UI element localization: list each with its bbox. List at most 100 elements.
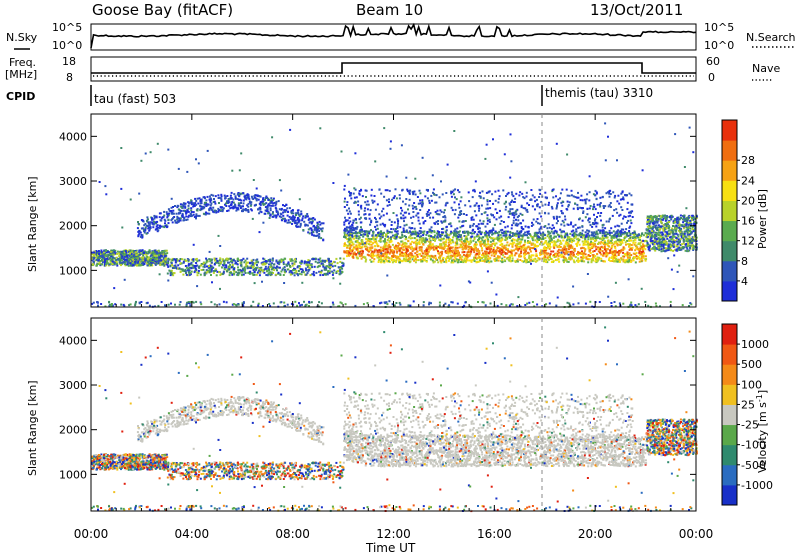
echo-cell (563, 261, 565, 264)
echo-cell (293, 271, 296, 274)
echo-cell (532, 236, 535, 239)
echo-cell (258, 212, 261, 215)
echo-cell (573, 239, 576, 242)
echo-cell (487, 252, 490, 255)
echo-cell (621, 248, 624, 251)
echo-cell (151, 264, 154, 267)
echo-cell (421, 237, 424, 240)
echo-cell (534, 243, 536, 246)
echo-cell (283, 209, 286, 212)
echo-cell (405, 257, 408, 259)
echo-cell (571, 247, 574, 250)
echo-cell (510, 253, 513, 256)
echo-cell (572, 251, 575, 254)
echo-cell (416, 255, 419, 258)
echo-cell (467, 233, 470, 236)
echo-cell (142, 258, 145, 261)
echo-cell (102, 252, 105, 255)
echo-cell (290, 210, 293, 213)
echo-cell (263, 261, 266, 264)
echo-cell (318, 230, 321, 232)
echo-cell (532, 254, 535, 257)
echo-cell (597, 247, 600, 250)
nsky-tick-bottom: 10^0 (52, 39, 82, 52)
echo-cell (596, 253, 599, 256)
echo-cell (479, 257, 482, 260)
echo-cell (354, 227, 357, 230)
echo-cell (246, 267, 249, 270)
echo-cell (167, 222, 170, 225)
echo-cell (625, 259, 628, 262)
echo-cell (220, 195, 223, 198)
echo-cell (631, 246, 634, 249)
echo-cell (621, 255, 624, 258)
echo-cell (262, 200, 265, 203)
echo-cell (312, 217, 315, 219)
echo-cell (432, 237, 434, 240)
echo-cell (523, 251, 526, 254)
echo-cell (567, 243, 570, 246)
echo-cell (408, 230, 411, 233)
echo-cell (582, 254, 585, 257)
echo-cell (328, 261, 331, 264)
echo-cell (322, 265, 325, 268)
echo-cell (409, 237, 412, 240)
echo-cell (632, 259, 635, 262)
echo-cell (577, 251, 579, 254)
echo-cell (604, 260, 606, 263)
echo-cell (136, 227, 139, 230)
echo-cell (547, 243, 550, 246)
echo-cell (401, 243, 404, 246)
echo-cell (576, 241, 579, 244)
echo-cell (538, 206, 541, 209)
echo-cell (426, 247, 429, 250)
echo-cell (628, 254, 631, 257)
echo-cell (547, 241, 550, 244)
echo-cell (407, 255, 410, 258)
echo-cell (179, 219, 182, 222)
echo-cell (220, 199, 223, 202)
echo-cell (479, 191, 481, 194)
echo-cell (323, 267, 326, 270)
echo-cell (284, 268, 286, 271)
echo-cell (297, 220, 300, 223)
echo-cell (516, 244, 519, 247)
echo-cell (194, 197, 197, 200)
echo-cell (190, 261, 193, 264)
echo-cell (553, 230, 556, 233)
echo-cell (335, 257, 338, 260)
echo-cell (311, 233, 314, 236)
echo-cell (238, 193, 241, 196)
echo-cell (607, 239, 610, 242)
echo-cell (570, 253, 573, 256)
echo-cell (175, 212, 178, 215)
echo-cell (357, 237, 360, 240)
echo-cell (593, 203, 595, 206)
echo-cell (642, 234, 645, 237)
echo-cell (264, 267, 267, 270)
echo-cell (597, 246, 599, 249)
echo-cell (187, 260, 190, 263)
echo-cell (161, 250, 164, 253)
echo-cell (244, 268, 247, 271)
echo-cell (234, 204, 236, 207)
echo-cell (174, 264, 177, 267)
echo-cell (519, 245, 522, 248)
echo-cell (133, 254, 136, 257)
echo-cell (548, 236, 551, 239)
echo-cell (583, 241, 586, 244)
echo-cell (477, 256, 479, 259)
echo-cell (524, 239, 526, 242)
echo-cell (565, 248, 568, 251)
echo-cell (639, 241, 642, 244)
echo-cell (306, 272, 309, 275)
echo-cell (310, 227, 313, 230)
echo-cell (465, 258, 468, 261)
echo-cell (466, 232, 469, 235)
echo-cell (610, 236, 613, 239)
echo-cell (398, 255, 401, 258)
date-title: 13/Oct/2011 (590, 1, 683, 19)
echo-cell (252, 265, 255, 267)
echo-cell (566, 260, 569, 263)
echo-cell (447, 256, 450, 259)
